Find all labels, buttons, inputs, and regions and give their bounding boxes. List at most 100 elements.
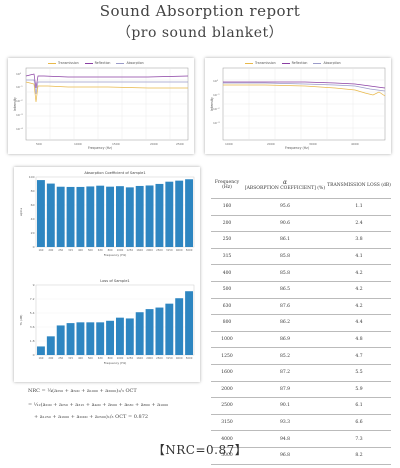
bar [185,291,194,355]
cell-frequency: 1250 [211,347,243,365]
y-tick-label: 0 [33,353,35,357]
svg-text:1000: 1000 [225,142,233,146]
cell-frequency: 2000 [211,381,243,399]
cell-transmission-loss: 4.7 [327,347,391,365]
svg-text:10⁰: 10⁰ [16,72,22,76]
cell-absorption: 85.8 [243,248,327,266]
x-tick-label: 1250 [127,356,134,360]
transmission-line [223,84,386,97]
cell-frequency: 160 [211,198,243,216]
table-row: 630 87.6 4.2 [211,298,391,316]
bar [145,185,154,247]
bar [56,325,65,355]
cell-frequency: 200 [211,215,243,233]
bar [135,312,144,355]
y-tick-label: 5.4 [30,311,35,315]
reflection-line [223,81,386,89]
cell-frequency: 500 [211,281,243,299]
bar [56,186,65,247]
cell-transmission-loss: 4.1 [327,248,391,266]
cell-absorption: 86.1 [243,231,327,249]
cell-frequency: 3150 [211,414,243,432]
measurement-plot-left-svg: 10⁰ 10⁻¹ 10⁻² 10⁻³ 10⁻⁴ 500 1000 1500 2000 250… [16,67,189,146]
y-tick-label: 40 [31,217,35,221]
x-axis-label: Frequency (Hz) [88,146,113,150]
x-tick-label: 200 [48,356,53,360]
cell-frequency: 250 [211,231,243,249]
bar [115,186,124,247]
table-row: 2000 87.9 5.9 [211,381,391,399]
svg-text:2000: 2000 [150,142,158,146]
bar [96,185,105,247]
table-row: 315 85.8 4.1 [211,248,391,266]
y-tick-label: 0 [33,245,35,249]
cell-frequency: 630 [211,298,243,316]
x-tick-label: 5000 [186,356,193,360]
bar [165,303,174,355]
cell-frequency: 400 [211,264,243,282]
svg-text:10⁻¹: 10⁻¹ [16,85,23,89]
cell-absorption: 86.2 [243,314,327,332]
results-table: Frequency (Hz) α [ABSORPTION COEFFICIENT… [211,172,391,465]
x-tick-label: 1250 [127,248,134,252]
svg-text:500: 500 [36,142,42,146]
table-row: 4000 94.8 7.3 [211,430,391,448]
bar [86,322,95,355]
svg-text:1000: 1000 [74,142,82,146]
svg-text:1500: 1500 [112,142,120,146]
table-header-row: Frequency (Hz) α [ABSORPTION COEFFICIENT… [211,172,391,199]
chart-title: Loss of Sample1 [100,279,129,283]
cell-frequency: 315 [211,248,243,266]
table-row: 200 90.6 2.4 [211,215,391,233]
legend-transmission: Transmission [48,61,79,65]
x-tick-label: 630 [98,356,103,360]
svg-text:2000: 2000 [267,142,275,146]
x-tick-label: 160 [38,356,43,360]
bar [185,179,194,247]
bar [106,186,115,247]
cell-transmission-loss: 5.5 [327,364,391,382]
svg-text:4000: 4000 [351,142,359,146]
cell-transmission-loss: 3.8 [327,231,391,249]
nrc-formula-line-2: = ¹⁄₁₂(a₂₀₀ + a₂₅₀ + a₃₁₅ + a₄₀₀ + a₅₀₀ … [28,402,169,408]
cell-absorption: 85.2 [243,347,327,365]
y-tick-label: 3.6 [30,325,35,329]
chart-title: Absorption Coefficient of Sample1 [84,171,145,175]
x-tick-label: 1000 [117,248,124,252]
cell-transmission-loss: 6.6 [327,414,391,432]
x-tick-label: 800 [108,248,113,252]
x-axis-label: Frequency (Hz) [104,253,127,257]
y-axis-label: TL (dB) [19,315,23,327]
header-absorption-label: [ABSORPTION COEFFICIENT] (%) [244,186,326,191]
legend-reflection: Reflection [84,61,110,65]
cell-absorption: 95.6 [243,198,327,216]
svg-text:10⁻³: 10⁻³ [213,121,220,125]
x-tick-label: 4000 [176,248,183,252]
bar [86,186,95,247]
table-row: 1250 85.2 4.7 [211,347,391,365]
x-tick-label: 500 [88,248,93,252]
svg-text:10⁻¹: 10⁻¹ [213,93,220,97]
y-tick-label: 7.2 [30,297,35,301]
x-tick-label: 200 [48,248,53,252]
cell-absorption: 86.5 [243,281,327,299]
x-tick-label: 2500 [156,248,163,252]
absorption-line [223,82,386,92]
x-tick-label: 500 [88,356,93,360]
plot-legend: Transmission Reflection Absorption [48,61,144,65]
x-tick-label: 315 [68,356,73,360]
cell-transmission-loss: 4.2 [327,264,391,282]
bar [145,309,154,355]
table-row: 5000 96.8 8.2 [211,447,391,465]
y-tick-label: 9 [33,283,35,287]
table-row: 500 86.5 4.2 [211,281,391,299]
table-row: 1000 86.9 4.8 [211,331,391,349]
cell-transmission-loss: 2.4 [327,215,391,233]
bar [46,336,55,355]
cell-absorption: 87.2 [243,364,327,382]
cell-transmission-loss: 4.8 [327,331,391,349]
bar [96,322,105,355]
cell-transmission-loss: 5.9 [327,381,391,399]
svg-text:10⁰: 10⁰ [213,79,219,83]
cell-frequency: 2500 [211,397,243,415]
